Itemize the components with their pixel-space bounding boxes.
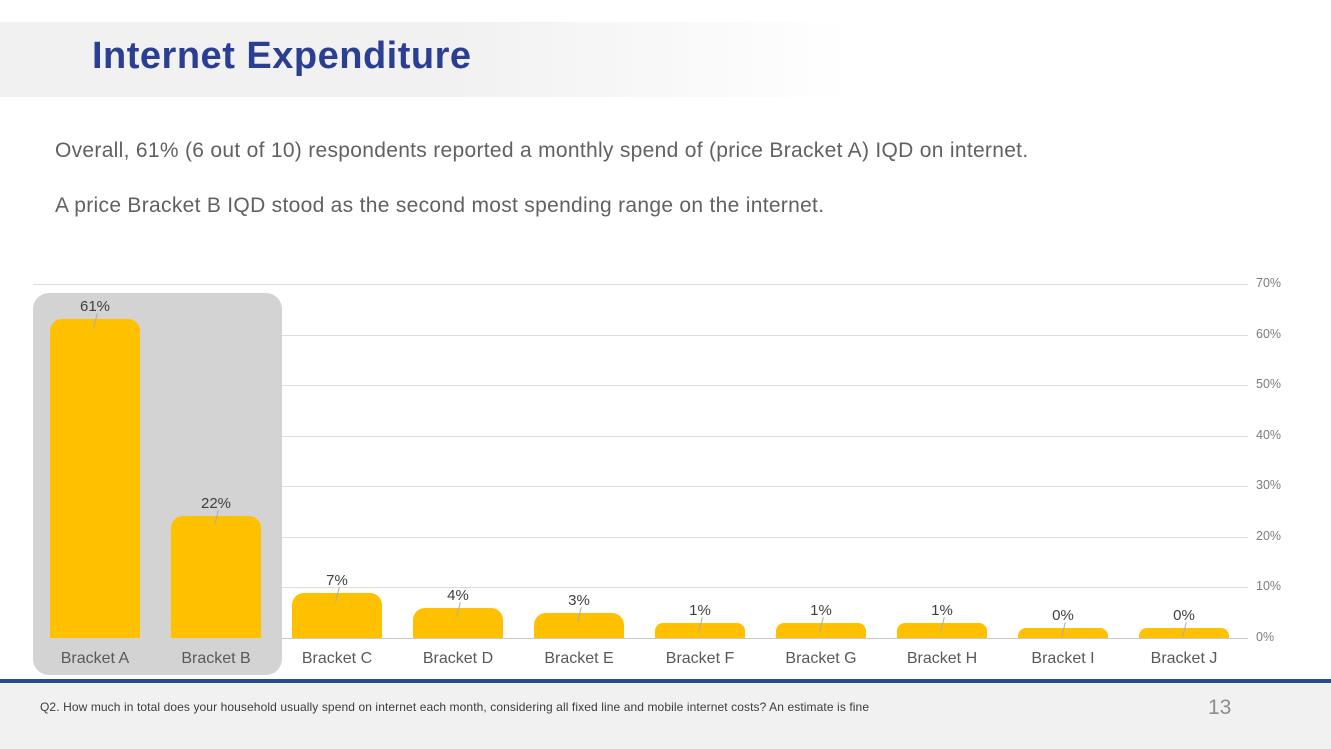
bar: [171, 516, 261, 638]
category-label: Bracket H: [906, 650, 978, 667]
bar-value-label: 1%: [931, 601, 953, 619]
bar-value-label: 0%: [1052, 607, 1074, 624]
category-label: Bracket I: [1031, 650, 1095, 667]
summary-line-1: Overall, 61% (6 out of 10) respondents r…: [55, 139, 1029, 162]
header-band: Internet Expenditure: [0, 22, 1331, 97]
bar-value-label: 61%: [79, 297, 111, 315]
gridline: [33, 536, 1248, 538]
footer-divider: [0, 679, 1331, 683]
gridline: [33, 284, 1248, 285]
gridline: [33, 638, 1248, 639]
y-axis-tick-label: 50%: [1256, 377, 1282, 392]
y-axis-tick-label: 40%: [1256, 427, 1282, 442]
bar-value-label: 0%: [1173, 607, 1195, 624]
bar-value-label: 4%: [447, 586, 469, 604]
bar-value-label: 3%: [568, 591, 590, 609]
bar-value-label: 22%: [200, 495, 232, 513]
bar: [776, 622, 866, 638]
gridline: [33, 385, 1248, 387]
bar: [50, 318, 140, 638]
gridline: [33, 587, 1248, 589]
page-number: 13: [1208, 696, 1232, 719]
bar: [897, 622, 987, 638]
bar-value-label: 1%: [689, 601, 711, 619]
y-axis-tick-label: 10%: [1256, 579, 1282, 594]
summary-line-2: A price Bracket B IQD stood as the secon…: [55, 194, 825, 217]
category-label: Bracket A: [60, 650, 130, 667]
bar: [292, 592, 382, 638]
question-footnote: Q2. How much in total does your househol…: [40, 700, 870, 714]
bar-value-label: 7%: [326, 571, 348, 589]
bar: [655, 622, 745, 638]
footer: Q2. How much in total does your househol…: [0, 683, 1331, 749]
gridline: [33, 334, 1248, 336]
category-label: Bracket G: [785, 650, 857, 667]
category-label: Bracket C: [301, 650, 373, 667]
y-axis-tick-label: 20%: [1256, 528, 1282, 543]
gridline: [33, 486, 1248, 488]
y-axis-tick-label: 60%: [1256, 326, 1282, 341]
category-label: Bracket J: [1150, 650, 1218, 667]
page-title: Internet Expenditure: [92, 35, 472, 77]
category-label: Bracket E: [544, 650, 614, 667]
y-axis-tick-label: 0%: [1256, 630, 1275, 644]
bar-value-label: 1%: [810, 601, 832, 619]
y-axis-tick-label: 30%: [1256, 478, 1282, 493]
gridline: [33, 435, 1248, 437]
category-label: Bracket F: [665, 650, 735, 667]
y-axis-tick-label: 70%: [1256, 276, 1282, 290]
category-label: Bracket B: [181, 650, 251, 667]
summary-text: Overall, 61% (6 out of 10) respondents r…: [55, 139, 1265, 249]
category-label: Bracket D: [422, 650, 494, 667]
